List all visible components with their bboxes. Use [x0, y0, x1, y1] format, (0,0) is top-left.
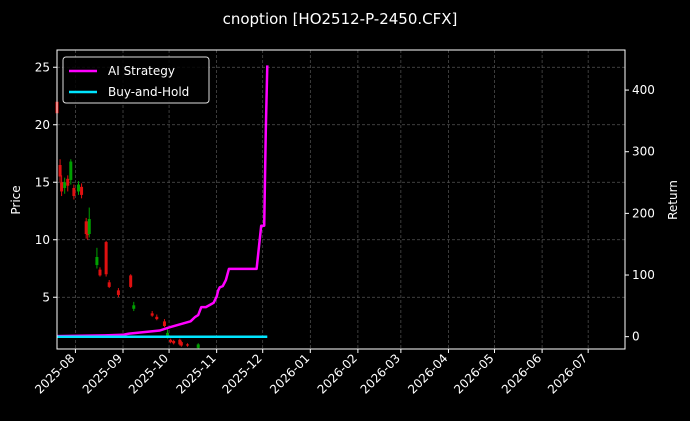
legend: AI Strategy Buy-and-Hold — [62, 56, 210, 104]
candle-body — [107, 282, 111, 287]
left-tick-label: 25 — [35, 60, 50, 74]
candle-body — [58, 165, 62, 177]
candle-body — [150, 313, 154, 316]
candle-body — [60, 182, 64, 192]
candle-body — [172, 340, 176, 344]
candle-body — [185, 344, 189, 346]
right-tick-label: 200 — [632, 206, 655, 220]
candle-body — [129, 275, 133, 287]
right-tick-label: 100 — [632, 268, 655, 282]
candle-body — [104, 242, 108, 275]
candle-body — [87, 219, 91, 234]
left-tick-label: 10 — [35, 233, 50, 247]
candle-body — [86, 225, 90, 236]
candle-body — [95, 257, 99, 266]
chart-title: cnoption [HO2512-P-2450.CFX] — [223, 10, 458, 28]
candle-body — [116, 290, 120, 295]
candle-body — [63, 182, 67, 188]
candle-body — [98, 269, 102, 276]
legend-label: AI Strategy — [108, 64, 175, 78]
candle-body — [69, 161, 73, 180]
series-lines — [56, 65, 269, 338]
candle-body — [155, 316, 159, 320]
candle-body — [132, 305, 136, 309]
candle-body — [162, 321, 166, 326]
candle-body — [76, 184, 80, 192]
left-tick-label: 15 — [35, 175, 50, 189]
candle-body — [179, 342, 183, 346]
ai-strategy-line — [56, 65, 269, 338]
candle-body — [80, 186, 84, 195]
left-tick-label: 20 — [35, 118, 50, 132]
legend-label: Buy-and-Hold — [108, 85, 189, 99]
right-tick-label: 300 — [632, 145, 655, 159]
left-axis: 5 10 15 20 25 — [35, 60, 57, 304]
candle-body — [169, 339, 173, 343]
left-axis-title: Price — [9, 185, 23, 214]
left-tick-label: 5 — [42, 290, 50, 304]
candle-body — [84, 221, 88, 234]
right-axis-title: Return — [666, 180, 680, 220]
right-tick-label: 0 — [632, 330, 640, 344]
candle-body — [166, 332, 170, 338]
candle-body — [196, 344, 200, 348]
plot-frame — [56, 49, 626, 350]
candle-body — [66, 178, 70, 186]
right-tick-label: 400 — [632, 83, 655, 97]
candle-body — [72, 188, 76, 197]
right-axis: 0 100 200 300 400 — [625, 83, 655, 344]
candles — [55, 92, 200, 349]
legend-box — [62, 56, 210, 104]
candle-body — [178, 339, 182, 345]
